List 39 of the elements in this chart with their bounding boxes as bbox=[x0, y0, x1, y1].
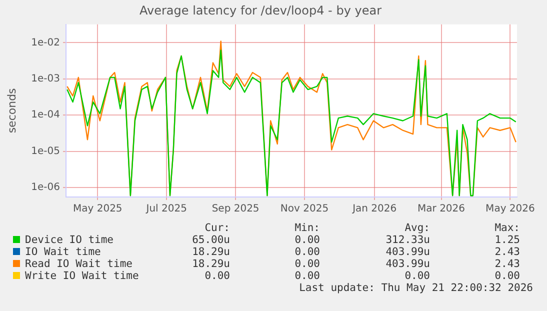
x-tick-label: May 2026 bbox=[486, 204, 535, 215]
text: 65.00u bbox=[191, 234, 230, 246]
text: 18.29u bbox=[191, 246, 230, 258]
text: Max: bbox=[494, 222, 520, 234]
x-tick-label: Jul 2025 bbox=[145, 204, 187, 215]
x-tick-label: Jan 2026 bbox=[352, 204, 397, 215]
text: 0.00 bbox=[204, 270, 230, 282]
legend-label: Write IO Wait time bbox=[25, 270, 139, 282]
text: 1.25 bbox=[494, 234, 520, 246]
text: 403.99u bbox=[384, 258, 430, 270]
text: 18.29u bbox=[191, 258, 230, 270]
text: 2.43 bbox=[494, 258, 520, 270]
text: 2.43 bbox=[494, 246, 520, 258]
text: Cur: bbox=[204, 222, 230, 234]
legend-label: Device IO time bbox=[25, 234, 114, 246]
text: Last update: Thu May 21 22:00:32 2026 bbox=[299, 282, 533, 294]
text: 0.00 bbox=[294, 270, 320, 282]
y-tick-label: 1e-02 bbox=[31, 37, 60, 48]
x-tick-label: Mar 2026 bbox=[418, 204, 466, 215]
text: Avg: bbox=[404, 222, 430, 234]
x-tick-label: Nov 2025 bbox=[280, 204, 329, 215]
y-axis-title: seconds bbox=[5, 88, 18, 134]
y-tick-label: 1e-03 bbox=[31, 74, 60, 85]
text: 0.00 bbox=[404, 270, 430, 282]
text: Min: bbox=[294, 222, 320, 234]
text: 403.99u bbox=[384, 246, 430, 258]
y-tick-label: 1e-06 bbox=[31, 182, 60, 194]
text: 312.33u bbox=[384, 234, 430, 246]
legend-label: Read IO Wait time bbox=[25, 258, 132, 270]
text: 0.00 bbox=[294, 246, 320, 258]
legend-label: IO Wait time bbox=[25, 246, 101, 258]
text: 0.00 bbox=[294, 258, 320, 270]
y-tick-label: 1e-05 bbox=[31, 146, 60, 157]
text: 0.00 bbox=[294, 234, 320, 246]
x-tick-label: Sep 2025 bbox=[212, 204, 260, 215]
chart-title: Average latency for /dev/loop4 - by year bbox=[139, 3, 382, 18]
text: 0.00 bbox=[494, 270, 520, 282]
x-tick-label: May 2025 bbox=[72, 204, 122, 215]
y-tick-label: 1e-04 bbox=[31, 110, 60, 121]
